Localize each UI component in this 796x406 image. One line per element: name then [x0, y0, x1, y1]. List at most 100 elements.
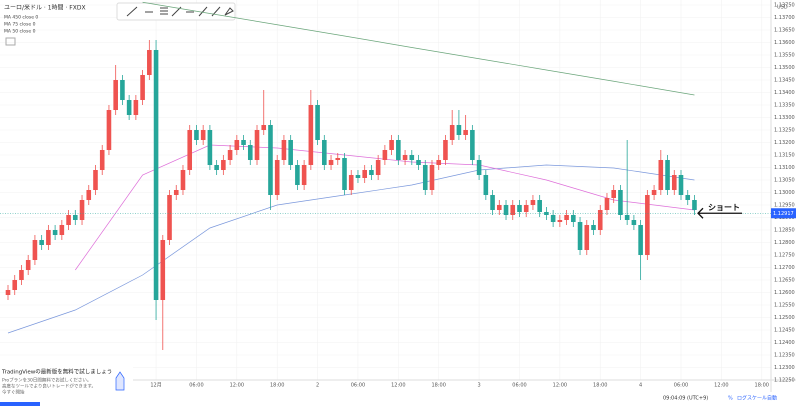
- candle-body: [66, 215, 71, 225]
- candle-body: [241, 140, 246, 145]
- candle-body: [510, 205, 516, 215]
- candle-body: [624, 215, 630, 220]
- candle-body: [308, 105, 314, 165]
- percent-toggle[interactable]: %: [728, 396, 733, 402]
- y-tick-label: 1.13350: [774, 103, 795, 109]
- y-tick-label: 1.13050: [774, 178, 795, 184]
- x-tick-label: 2: [316, 383, 319, 389]
- log-toggle[interactable]: ログスケール: [737, 395, 767, 402]
- y-tick-label: 1.13750: [774, 3, 795, 9]
- candle-body: [247, 145, 253, 160]
- candle-body: [692, 200, 697, 210]
- toolbar[interactable]: [116, 2, 236, 21]
- candle-body: [322, 140, 327, 165]
- rocket-icon: [115, 371, 125, 391]
- candle-body: [597, 210, 603, 230]
- candle-body: [557, 220, 563, 222]
- candle-body: [133, 100, 139, 115]
- candle-body: [5, 290, 11, 295]
- y-tick-label: 1.12300: [774, 365, 795, 371]
- candle-body: [46, 230, 51, 245]
- y-tick-label: 1.12250: [774, 378, 795, 384]
- y-tick-label: 1.12950: [774, 203, 795, 209]
- candle-body: [604, 198, 610, 210]
- tool-icons[interactable]: [126, 6, 234, 17]
- y-tick-label: 1.13700: [774, 15, 795, 21]
- y-tick-label: 1.13600: [774, 40, 795, 46]
- x-tick-label: 12:00: [230, 383, 244, 389]
- x-tick-label: 18:00: [755, 383, 769, 389]
- y-tick-label: 1.12400: [774, 340, 795, 346]
- legend-entry: MA 50 close 0: [4, 29, 36, 35]
- last-price-box: [771, 208, 796, 219]
- promo-box: [0, 365, 133, 406]
- candle-body: [483, 175, 489, 195]
- candle-body: [126, 100, 132, 115]
- candle-body: [577, 222, 583, 250]
- candle-body: [173, 190, 179, 195]
- candle-body: [214, 165, 219, 170]
- candle-body: [288, 140, 293, 165]
- candle-body: [268, 125, 273, 195]
- candle-body: [59, 225, 65, 235]
- candle-body: [180, 170, 186, 190]
- candle-body: [301, 165, 307, 185]
- candle-body: [618, 190, 623, 215]
- candle-body: [571, 215, 576, 222]
- annotation: ショート: [708, 203, 740, 212]
- y-tick-label: 1.12700: [774, 265, 795, 271]
- candle-body: [335, 158, 341, 160]
- y-tick-label: 1.13000: [774, 190, 795, 196]
- candle-body: [382, 150, 388, 160]
- x-tick-label: 3: [478, 383, 481, 389]
- chart-title: ユーロ/米ドル · 1時間 · FXDX: [4, 4, 86, 12]
- y-tick-label: 1.13650: [774, 28, 795, 34]
- candle-body: [153, 50, 159, 300]
- y-tick-label: 1.13300: [774, 115, 795, 121]
- promo-text: 高度なツールでより良いトレードができます。: [2, 383, 96, 390]
- candle-body: [328, 160, 334, 165]
- candle-body: [86, 190, 92, 200]
- last-price-label: 1.12917: [773, 211, 794, 217]
- candle-body: [281, 140, 287, 160]
- candle-body: [449, 125, 455, 140]
- x-tick-label: 06:00: [674, 383, 688, 389]
- y-tick-label: 1.13100: [774, 165, 795, 171]
- y-tick-label: 1.12350: [774, 353, 795, 359]
- y-tick-label: 1.12600: [774, 290, 795, 296]
- candle-body: [523, 205, 529, 212]
- candle-body: [396, 140, 401, 160]
- grid: [0, 0, 771, 381]
- y-tick-label: 1.13150: [774, 153, 795, 159]
- x-tick-label: 18:00: [270, 383, 284, 389]
- candle-body: [544, 212, 549, 215]
- candle-body: [416, 160, 421, 165]
- candle-body: [678, 175, 684, 195]
- x-tick-label: 12:00: [553, 383, 567, 389]
- candle-body: [274, 160, 280, 195]
- candle-body: [200, 130, 206, 140]
- promo-text: 今すぐ開始: [2, 389, 25, 396]
- collapse-button[interactable]: [5, 37, 16, 46]
- x-tick-label: 06:00: [512, 383, 526, 389]
- candle-body: [315, 105, 320, 140]
- candle-body: [106, 110, 112, 150]
- candle-body: [564, 215, 569, 220]
- candle-body: [651, 190, 657, 195]
- candle-body: [52, 230, 58, 235]
- candle-body: [194, 130, 199, 140]
- candle-body: [140, 75, 145, 100]
- candle-body: [348, 175, 354, 190]
- candle-body: [369, 170, 374, 175]
- candle-body: [342, 158, 347, 190]
- x-tick-label: 12月: [150, 383, 161, 389]
- y-tick-label: 1.13450: [774, 78, 795, 84]
- promo-button[interactable]: [0, 402, 40, 406]
- auto-toggle[interactable]: 自動: [767, 395, 777, 402]
- candle-body: [658, 160, 664, 190]
- candle-body: [99, 150, 105, 170]
- candle-body: [25, 260, 31, 270]
- promo: TradingViewの最新版を無料で試しましょう Proプランを30日間無料で…: [0, 365, 133, 406]
- candle-body: [638, 225, 643, 255]
